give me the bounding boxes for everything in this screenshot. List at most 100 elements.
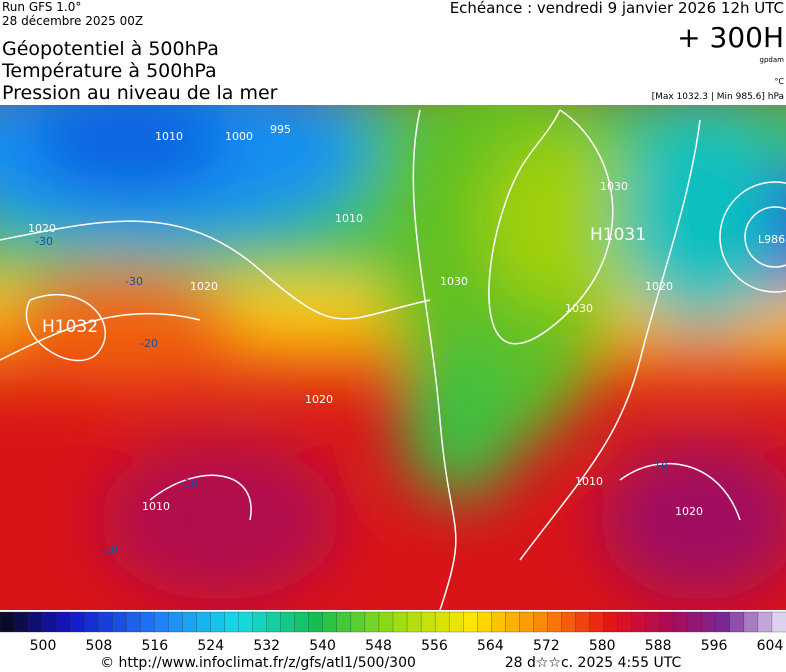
color-swatch xyxy=(378,611,394,633)
isobar-label: 1010 xyxy=(575,475,603,488)
color-swatch xyxy=(322,611,338,633)
isobar-label: 1020 xyxy=(28,222,56,235)
color-swatch xyxy=(126,611,142,633)
colorbar-label: 564 xyxy=(477,638,504,654)
color-swatch xyxy=(687,611,703,633)
isobar-label: 1020 xyxy=(305,393,333,406)
map xyxy=(0,105,786,610)
color-swatch xyxy=(743,611,759,633)
colorbar-label: 588 xyxy=(645,638,672,654)
temp-label: -30 xyxy=(35,235,53,248)
color-swatch xyxy=(27,611,43,633)
step: + 300H xyxy=(677,21,784,54)
color-swatch xyxy=(266,611,282,633)
color-swatch xyxy=(448,611,464,633)
color-swatch xyxy=(561,611,577,633)
field xyxy=(0,105,786,600)
temp-label: -20 xyxy=(140,337,158,350)
isobar-label: 1030 xyxy=(565,302,593,315)
color-swatch xyxy=(406,611,422,633)
run-date: 28 décembre 2025 00Z xyxy=(2,14,143,28)
timestamp: 28 d☆☆c. 2025 4:55 UTC xyxy=(505,655,682,671)
color-swatch xyxy=(463,611,478,633)
color-swatch xyxy=(350,611,366,633)
color-swatch xyxy=(41,611,57,633)
color-swatch xyxy=(420,611,436,633)
color-swatch xyxy=(112,611,127,633)
color-swatch xyxy=(238,611,254,633)
color-swatch xyxy=(575,611,591,633)
colorbar-label: 596 xyxy=(701,638,728,654)
colorbar-label: 540 xyxy=(309,638,336,654)
colorbar-label: 548 xyxy=(365,638,392,654)
color-swatch xyxy=(308,611,324,633)
color-swatch xyxy=(140,611,156,633)
title: Pression au niveau de la mer xyxy=(2,82,278,104)
colorbar-label: 532 xyxy=(253,638,280,654)
colorbar-label: 556 xyxy=(421,638,448,654)
color-swatch xyxy=(533,611,549,633)
title: Température à 500hPa xyxy=(1,60,217,82)
color-swatch xyxy=(210,611,226,633)
color-swatch xyxy=(84,611,99,633)
colorbar-label: 572 xyxy=(533,638,560,654)
isobar-label: 1020 xyxy=(190,280,218,293)
temp-label: -10 xyxy=(650,460,668,473)
colorbar-label: 508 xyxy=(86,638,113,654)
color-swatch xyxy=(168,611,184,633)
color-swatch xyxy=(771,611,786,633)
isobar-label: 1030 xyxy=(440,275,468,288)
color-swatch xyxy=(364,611,380,633)
color-swatch xyxy=(631,611,647,633)
colorbar: 500 508 516 524 532 540 548 556 564 572 580 588 596 6… xyxy=(0,611,786,654)
isobar-label: 995 xyxy=(270,123,291,136)
color-swatch xyxy=(280,611,296,633)
source: © http://www.infoclimat.fr/z/gfs/atl1/50… xyxy=(100,655,416,671)
high-label: H1032 xyxy=(42,317,98,337)
color-swatch xyxy=(477,611,492,633)
isobar-label: 1000 xyxy=(225,130,253,143)
high-label: H1031 xyxy=(590,225,646,245)
color-swatch xyxy=(13,611,29,633)
color-swatch xyxy=(603,611,619,633)
color-swatch xyxy=(729,611,745,633)
color-swatch xyxy=(701,611,717,633)
color-swatch xyxy=(224,611,240,633)
colorbar-label: 524 xyxy=(197,638,224,654)
color-swatch xyxy=(589,611,605,633)
isobar-label: 1010 xyxy=(142,500,170,513)
color-swatch xyxy=(154,611,170,633)
color-swatch xyxy=(70,611,85,633)
color-swatch xyxy=(392,611,408,633)
valid-time: Echéance : vendredi 9 janvier 2026 12h U… xyxy=(450,0,784,17)
temp-label: -30 xyxy=(125,275,143,288)
isobar-label: 1010 xyxy=(335,212,363,225)
colorbar-label: 580 xyxy=(589,638,616,654)
color-swatch xyxy=(294,611,310,633)
colorbar-label: 516 xyxy=(141,638,168,654)
map-labels: 995 1000 1010 1010 1020 1020 1020 1030 1030 1030 1… xyxy=(28,123,785,556)
temp-label: -10 xyxy=(100,543,118,556)
isobars xyxy=(0,109,786,610)
color-swatch xyxy=(659,611,675,633)
colorbar-label: 500 xyxy=(30,638,57,654)
color-swatch xyxy=(55,611,71,633)
isobar-label: 1030 xyxy=(600,180,628,193)
isobar-label: 1020 xyxy=(675,505,703,518)
run: Run GFS 1.0° xyxy=(2,0,81,14)
color-swatch xyxy=(98,611,113,633)
color-swatch xyxy=(715,611,731,633)
color-swatch xyxy=(673,611,689,633)
color-swatch xyxy=(645,611,661,633)
color-swatch xyxy=(547,611,563,633)
low-label: L986 xyxy=(758,233,785,246)
colorbar-label: 604 xyxy=(757,638,784,654)
color-swatch xyxy=(336,611,352,633)
color-swatch xyxy=(182,611,198,633)
color-swatch xyxy=(505,611,520,633)
color-swatch xyxy=(491,611,506,633)
color-swatch xyxy=(434,611,450,633)
color-swatch xyxy=(252,611,268,633)
color-swatch xyxy=(757,611,773,633)
